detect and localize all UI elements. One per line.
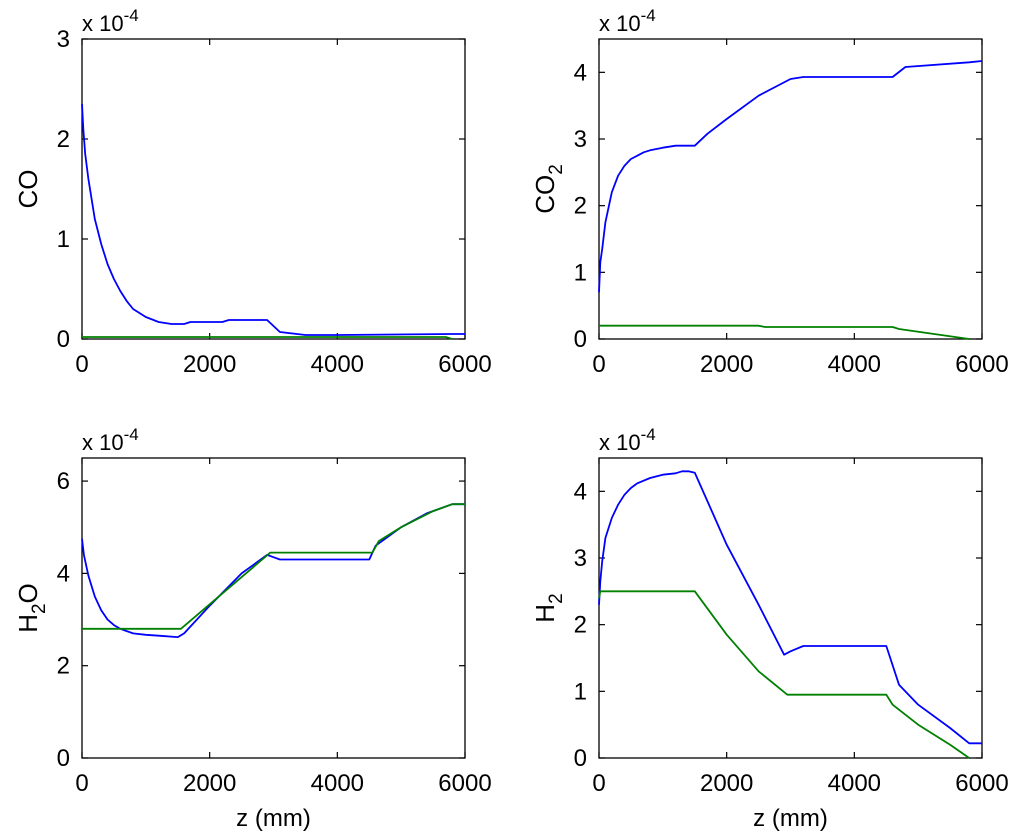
plot-frame <box>81 38 466 340</box>
series-line-green <box>598 590 970 759</box>
x-tick-label: 2000 <box>700 770 753 797</box>
x-tick-label: 4000 <box>311 351 364 378</box>
y-exponent-power: -4 <box>641 425 656 444</box>
x-tick-label: 2000 <box>700 351 753 378</box>
y-exponent-power: -4 <box>641 6 656 25</box>
plot-frame <box>598 38 983 340</box>
y-exponent-power: -4 <box>124 6 139 25</box>
y-axis-label-main: CO <box>13 170 43 209</box>
plot-frame <box>81 457 466 759</box>
y-axis-label: H2 <box>530 593 567 622</box>
series-line-green <box>82 336 453 340</box>
y-exponent-power: -4 <box>124 425 139 444</box>
panel-co: 0 2000 4000 6000 0 1 2 3 x 10-4 CO <box>13 6 492 378</box>
y-tick-label: 2 <box>574 193 587 220</box>
series-line-green <box>82 503 465 630</box>
x-tick-label: 2000 <box>183 351 236 378</box>
series-line-green <box>599 324 970 340</box>
y-tick-label: 4 <box>574 59 587 86</box>
x-tick-label: 6000 <box>955 351 1008 378</box>
y-axis-label-main: H <box>530 604 560 623</box>
y-exponent-base: x 10 <box>82 11 124 36</box>
y-tick-label: 6 <box>57 468 70 495</box>
y-axis-label: CO <box>13 170 43 209</box>
x-tick-label: 2000 <box>183 770 236 797</box>
x-tick-label: 0 <box>592 351 605 378</box>
y-tick-label: 3 <box>574 126 587 153</box>
y-tick-label: 4 <box>57 560 70 587</box>
y-exponent-label: x 10-4 <box>82 6 139 36</box>
x-tick-label: 6000 <box>955 770 1008 797</box>
y-tick-label: 0 <box>57 745 70 772</box>
y-tick-label: 0 <box>57 326 70 353</box>
x-tick-label: 4000 <box>828 351 881 378</box>
y-tick-label: 1 <box>57 226 70 253</box>
y-tick-label: 2 <box>57 126 70 153</box>
panel-h2: 0 2000 4000 6000 0 1 2 3 4 x 10-4 H2 z (mm) <box>530 425 1009 832</box>
y-axis-label-main: CO <box>530 175 560 214</box>
y-tick-label: 4 <box>574 478 587 505</box>
y-tick-label: 0 <box>574 326 587 353</box>
y-exponent-base: x 10 <box>82 430 124 455</box>
x-tick-label: 0 <box>592 770 605 797</box>
x-tick-label: 6000 <box>438 351 491 378</box>
y-exponent-base: x 10 <box>599 11 641 36</box>
y-exponent-base: x 10 <box>599 430 641 455</box>
x-axis-label: z (mm) <box>753 805 828 832</box>
x-tick-label: 0 <box>75 351 88 378</box>
y-axis-label-sub: 2 <box>546 164 567 175</box>
series-line-blue <box>598 60 983 293</box>
y-axis-label-tail: O <box>13 583 43 603</box>
y-tick-label: 2 <box>57 653 70 680</box>
x-tick-label: 4000 <box>311 770 364 797</box>
y-axis-label: H2O <box>13 583 50 633</box>
y-exponent-label: x 10-4 <box>599 6 656 36</box>
series-line-blue <box>81 103 465 336</box>
y-axis-label-sub: 2 <box>546 593 567 604</box>
y-exponent-label: x 10-4 <box>82 425 139 455</box>
y-axis-label-main: H <box>13 614 43 633</box>
y-axis-label-sub: 2 <box>29 603 50 614</box>
y-axis-label: CO2 <box>530 164 567 214</box>
y-exponent-label: x 10-4 <box>599 425 656 455</box>
y-tick-label: 0 <box>574 745 587 772</box>
series-line-blue <box>598 470 982 745</box>
y-tick-label: 3 <box>574 545 587 572</box>
x-axis-label: z (mm) <box>236 805 311 832</box>
y-tick-label: 3 <box>57 26 70 53</box>
y-tick-label: 1 <box>574 678 587 705</box>
x-tick-label: 0 <box>75 770 88 797</box>
y-tick-label: 2 <box>574 612 587 639</box>
plot-frame <box>598 457 983 759</box>
y-tick-label: 1 <box>574 259 587 286</box>
x-tick-label: 6000 <box>438 770 491 797</box>
x-tick-label: 4000 <box>828 770 881 797</box>
